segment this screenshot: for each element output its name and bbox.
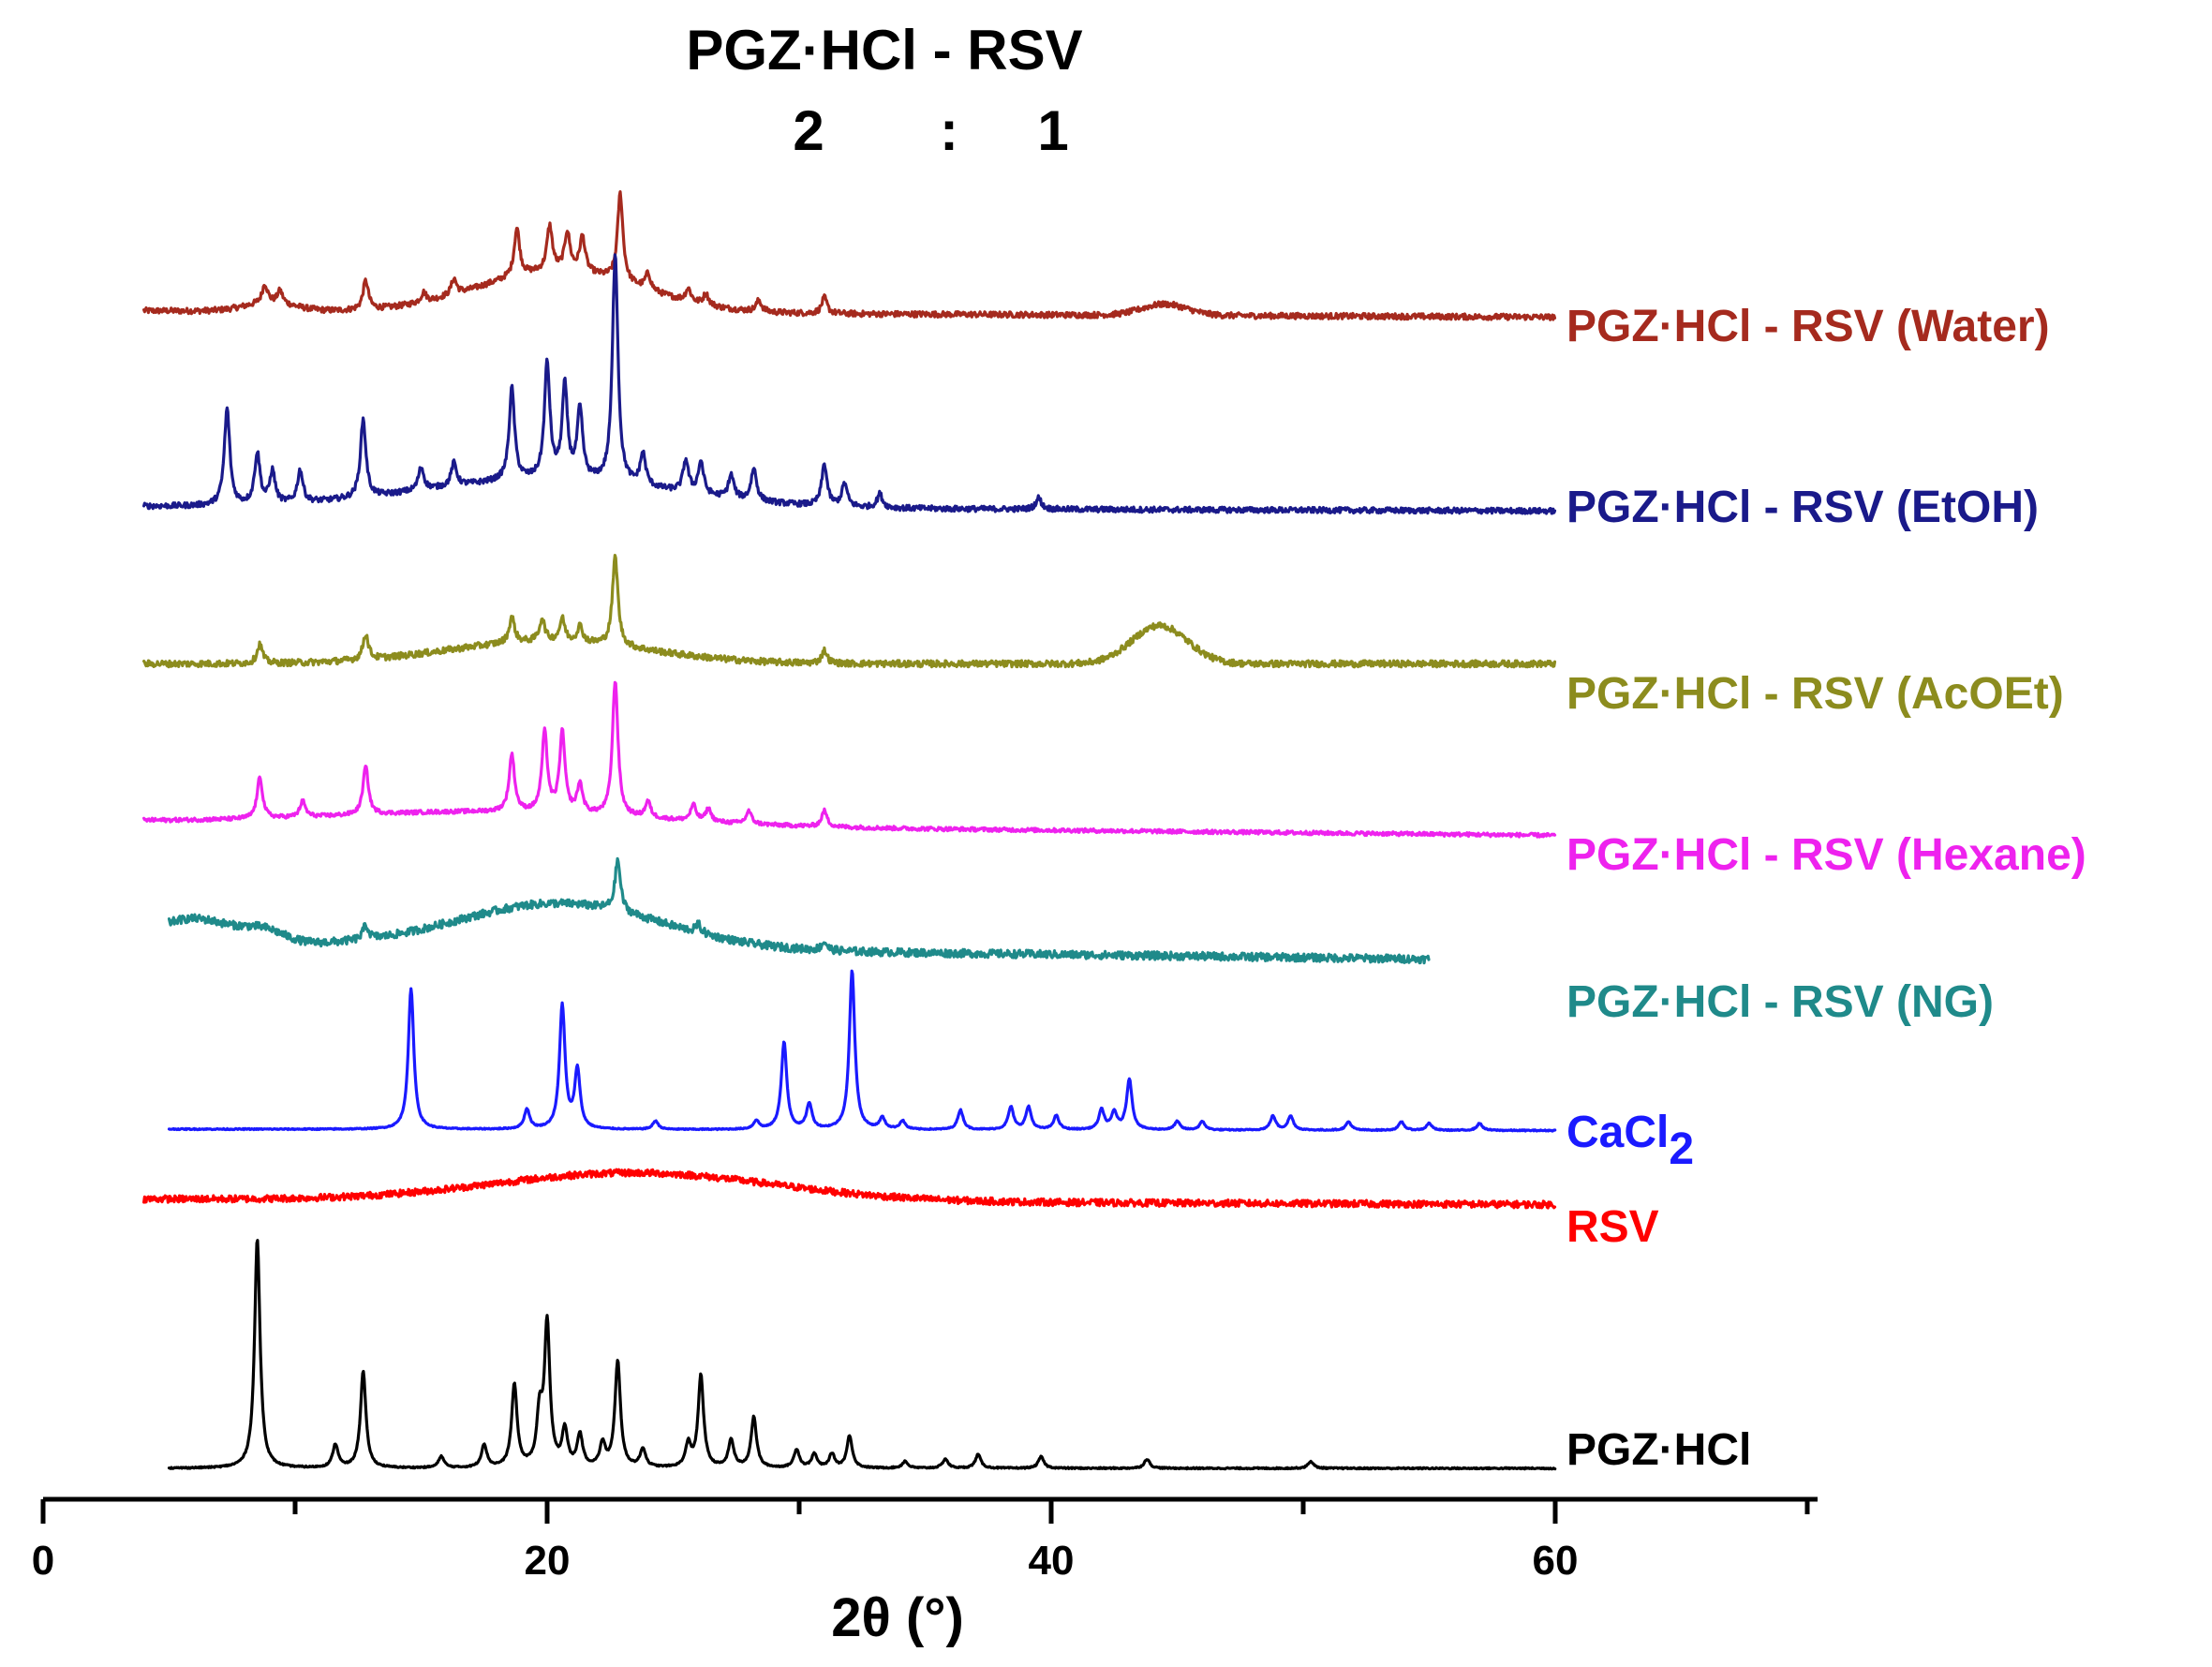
series-label-8: PGZ·HCl	[1566, 1425, 1751, 1475]
x-tick-label-0: 0	[32, 1538, 54, 1584]
trace-6	[167, 969, 1557, 1133]
series-label-6: CaCl2	[1566, 1108, 1694, 1174]
series-label-7: RSV	[1566, 1202, 1659, 1252]
ratio-left: 2	[793, 99, 824, 162]
trace-2	[142, 253, 1557, 515]
series-label-3: PGZ·HCl - RSV (AcOEt)	[1566, 669, 2064, 719]
x-axis-title: 2θ (°)	[831, 1587, 964, 1648]
chart-title: PGZ·HCl - RSV	[686, 19, 1082, 82]
trace-5	[167, 856, 1431, 965]
x-tick-label-60: 60	[1533, 1538, 1579, 1584]
series-label-5: PGZ·HCl - RSV (NG)	[1566, 977, 1994, 1027]
x-axis-ticks: 0 20 40 60	[32, 1499, 1810, 1584]
trace-4	[142, 680, 1557, 839]
series-label-2: PGZ·HCl - RSV (EtOH)	[1566, 483, 2039, 532]
trace-group	[142, 190, 1557, 1471]
series-label-1: PGZ·HCl - RSV (Water)	[1566, 302, 2050, 351]
x-tick-label-40: 40	[1029, 1538, 1075, 1584]
x-tick-label-20: 20	[525, 1538, 571, 1584]
trace-8	[167, 1239, 1557, 1471]
series-label-group: PGZ·HCl - RSV (Water) PGZ·HCl - RSV (EtOH…	[1566, 302, 2086, 1475]
ratio-separator: :	[940, 99, 958, 162]
trace-7	[142, 1168, 1557, 1210]
trace-1	[142, 190, 1557, 321]
trace-3	[142, 554, 1557, 669]
ratio-right: 1	[1037, 99, 1068, 162]
series-label-4: PGZ·HCl - RSV (Hexane)	[1566, 830, 2086, 880]
